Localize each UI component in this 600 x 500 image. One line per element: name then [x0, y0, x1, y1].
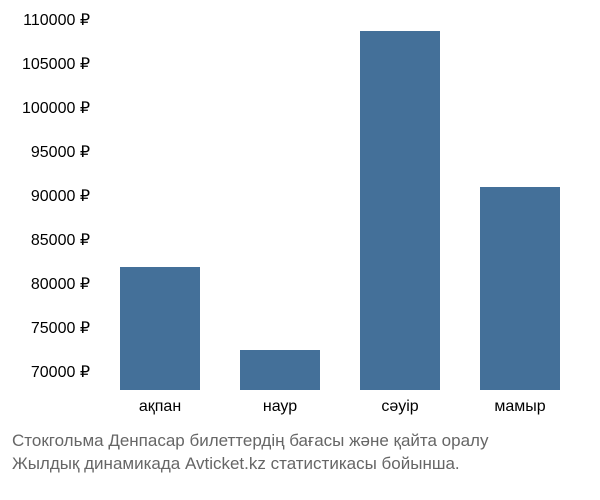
bar [120, 267, 200, 390]
bar [240, 350, 320, 390]
y-tick-label: 105000 ₽ [22, 54, 100, 74]
x-tick-label: мамыр [494, 390, 545, 416]
caption-line-1: Стокгольма Денпасар билеттердің бағасы ж… [12, 430, 588, 453]
y-tick-label: 75000 ₽ [31, 318, 100, 338]
caption-line-2: Жылдық динамикада Avticket.kz статистика… [12, 453, 588, 476]
x-tick-label: наур [263, 390, 297, 416]
bars-container [100, 20, 580, 390]
x-tick-label: сәуір [381, 390, 418, 416]
y-tick-label: 70000 ₽ [31, 362, 100, 382]
y-tick-label: 110000 ₽ [23, 10, 100, 30]
bar [480, 187, 560, 390]
y-tick-label: 90000 ₽ [31, 186, 100, 206]
price-chart: 70000 ₽ 75000 ₽ 80000 ₽ 85000 ₽ 90000 ₽ 95000… [0, 0, 600, 500]
y-tick-label: 100000 ₽ [22, 98, 100, 118]
y-tick-label: 80000 ₽ [31, 274, 100, 294]
y-tick-label: 85000 ₽ [31, 230, 100, 250]
bar [360, 31, 440, 390]
x-tick-label: ақпан [139, 390, 181, 416]
plot-area: 70000 ₽75000 ₽80000 ₽85000 ₽90000 ₽95000… [100, 20, 580, 390]
chart-caption: Стокгольма Денпасар билеттердің бағасы ж… [12, 430, 588, 476]
y-tick-label: 95000 ₽ [31, 142, 100, 162]
